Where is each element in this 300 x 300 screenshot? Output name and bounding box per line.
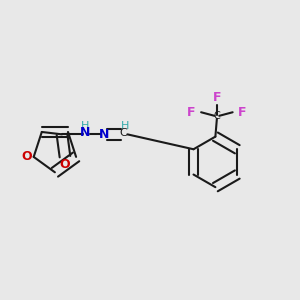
- Text: O: O: [60, 158, 70, 171]
- Text: H: H: [121, 121, 129, 131]
- Text: O: O: [21, 150, 32, 164]
- Text: H: H: [81, 121, 89, 131]
- Text: F: F: [188, 106, 196, 119]
- Text: N: N: [80, 126, 90, 140]
- Text: N: N: [98, 128, 109, 141]
- Text: C: C: [214, 111, 220, 121]
- Text: C: C: [119, 128, 127, 139]
- Text: F: F: [238, 106, 246, 119]
- Text: F: F: [213, 92, 221, 104]
